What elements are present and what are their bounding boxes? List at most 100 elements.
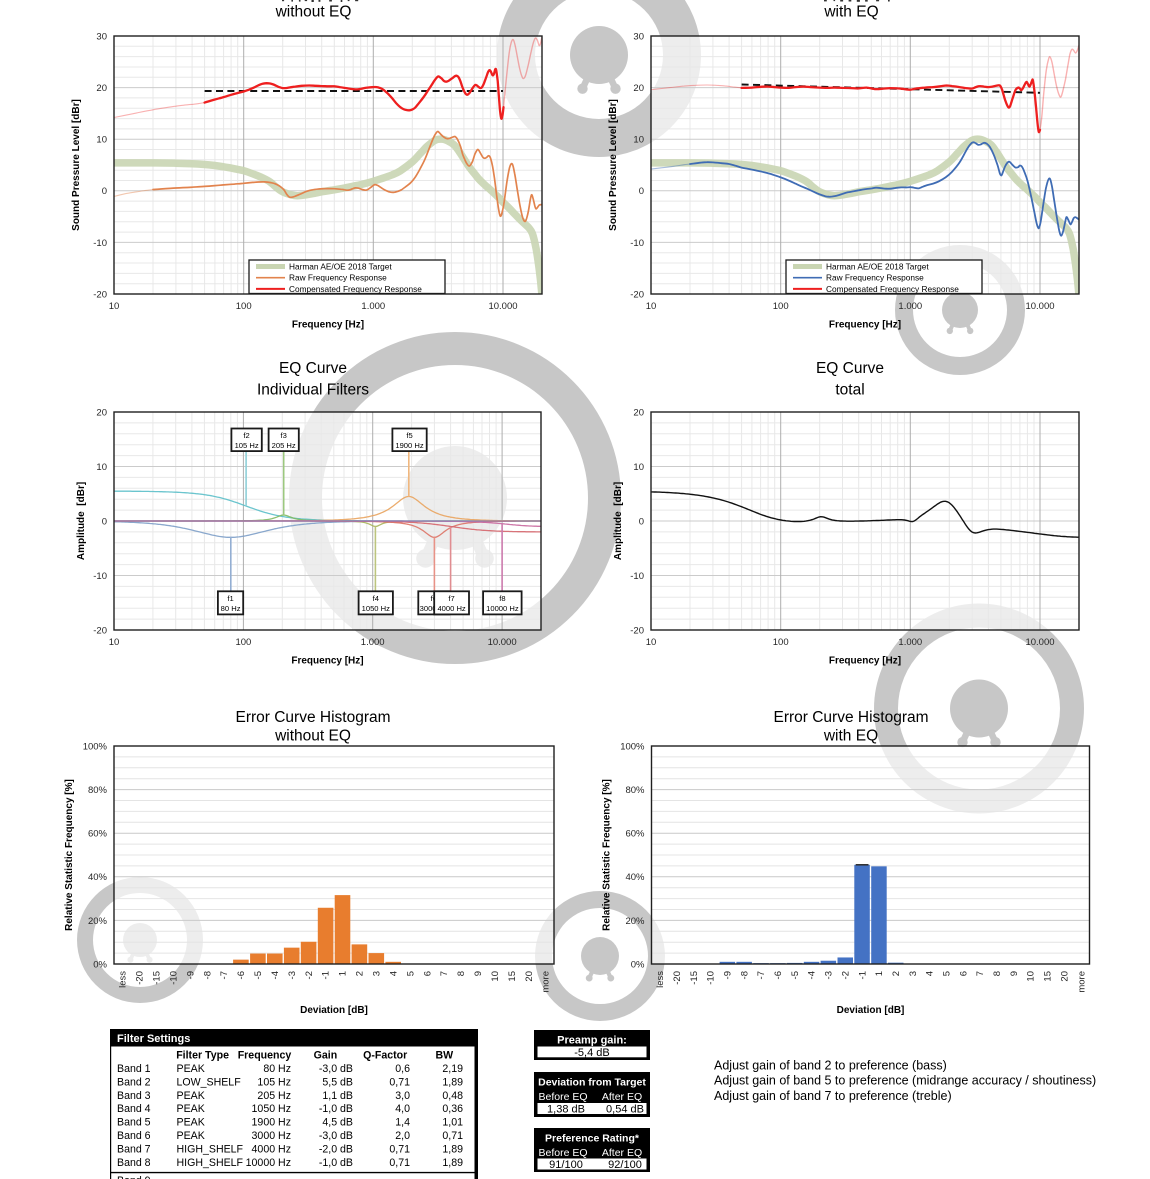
svg-text:Compensated Frequency Response: Compensated Frequency Response [289, 284, 422, 294]
svg-text:105 Hz: 105 Hz [257, 1076, 291, 1088]
svg-text:f5: f5 [406, 431, 412, 440]
svg-text:9: 9 [1009, 971, 1020, 976]
svg-text:Deviation [dB]: Deviation [dB] [300, 1005, 368, 1016]
svg-text:15: 15 [1043, 971, 1054, 982]
svg-text:1,01: 1,01 [442, 1117, 463, 1129]
svg-text:EQ Curve: EQ Curve [279, 360, 347, 377]
svg-text:4000 Hz: 4000 Hz [252, 1143, 291, 1155]
svg-text:Preamp gain:: Preamp gain: [557, 1035, 627, 1047]
svg-text:Band 1: Band 1 [117, 1063, 151, 1075]
svg-text:10: 10 [96, 135, 107, 146]
svg-text:PEAK: PEAK [177, 1090, 205, 1102]
svg-text:-3,0 dB: -3,0 dB [319, 1063, 353, 1075]
svg-text:2,19: 2,19 [442, 1063, 463, 1075]
svg-text:Band 7: Band 7 [117, 1143, 151, 1155]
svg-text:Band 8: Band 8 [117, 1157, 151, 1169]
svg-text:Band 5: Band 5 [117, 1117, 151, 1129]
svg-text:without EQ: without EQ [275, 4, 352, 21]
svg-text:6: 6 [958, 971, 969, 976]
svg-text:20: 20 [96, 407, 107, 418]
svg-text:Band 6: Band 6 [117, 1130, 151, 1142]
svg-text:3000 Hz: 3000 Hz [252, 1130, 291, 1142]
svg-text:Error Curve Histogram: Error Curve Histogram [235, 709, 390, 726]
svg-text:-15: -15 [152, 971, 163, 985]
svg-text:Band 9: Band 9 [117, 1175, 151, 1179]
svg-text:-7: -7 [756, 971, 767, 979]
svg-text:-15: -15 [689, 971, 700, 985]
svg-text:-6: -6 [236, 971, 247, 979]
svg-text:0,36: 0,36 [442, 1103, 463, 1115]
svg-text:PEAK: PEAK [177, 1103, 205, 1115]
svg-text:7: 7 [439, 971, 450, 976]
svg-text:-8: -8 [202, 971, 213, 979]
svg-text:-3: -3 [824, 971, 835, 979]
svg-text:1.000: 1.000 [898, 637, 922, 648]
svg-text:-1,0 dB: -1,0 dB [319, 1103, 353, 1115]
svg-text:10: 10 [1026, 971, 1037, 982]
svg-text:10: 10 [109, 301, 120, 312]
svg-text:91/100: 91/100 [549, 1159, 583, 1171]
svg-text:20: 20 [633, 83, 644, 94]
svg-text:Band 4: Band 4 [117, 1103, 151, 1115]
svg-text:0: 0 [102, 186, 107, 197]
svg-text:20: 20 [1059, 971, 1070, 982]
svg-text:f2: f2 [243, 431, 249, 440]
svg-text:-20: -20 [135, 971, 146, 985]
svg-text:less: less [655, 971, 666, 988]
svg-text:Raw Frequency Response: Raw Frequency Response [826, 273, 924, 283]
svg-text:100%: 100% [620, 741, 645, 752]
svg-text:205 Hz: 205 Hz [272, 441, 296, 450]
svg-text:80 Hz: 80 Hz [221, 604, 241, 613]
svg-text:3,0: 3,0 [395, 1090, 410, 1102]
svg-text:-9: -9 [185, 971, 196, 979]
svg-text:PEAK: PEAK [177, 1063, 205, 1075]
svg-text:without EQ: without EQ [274, 728, 351, 745]
svg-text:-5: -5 [253, 971, 264, 979]
svg-text:1: 1 [338, 971, 349, 976]
svg-text:f4: f4 [373, 594, 379, 603]
svg-text:40%: 40% [88, 872, 108, 883]
svg-text:less: less [118, 971, 129, 988]
svg-text:-1,0 dB: -1,0 dB [319, 1157, 353, 1169]
svg-text:HIGH_SHELF: HIGH_SHELF [177, 1157, 244, 1169]
svg-text:4: 4 [388, 971, 399, 976]
svg-text:92/100: 92/100 [608, 1159, 642, 1171]
svg-text:60%: 60% [625, 829, 645, 840]
svg-text:-1: -1 [321, 971, 332, 979]
svg-text:Deviation [dB]: Deviation [dB] [837, 1005, 905, 1016]
svg-text:Before EQ: Before EQ [538, 1147, 587, 1159]
svg-text:4,5 dB: 4,5 dB [322, 1117, 353, 1129]
svg-text:Filter Settings: Filter Settings [117, 1033, 190, 1045]
svg-text:10.000: 10.000 [1025, 637, 1054, 648]
svg-text:8: 8 [456, 971, 467, 976]
svg-text:4: 4 [925, 971, 936, 976]
svg-text:-10: -10 [93, 571, 107, 582]
svg-text:20: 20 [524, 971, 535, 982]
svg-text:100: 100 [773, 637, 789, 648]
svg-text:Before EQ: Before EQ [538, 1091, 587, 1103]
svg-text:10: 10 [109, 637, 120, 648]
svg-text:1: 1 [874, 971, 885, 976]
svg-text:10.000: 10.000 [1025, 301, 1054, 312]
svg-text:After EQ: After EQ [602, 1147, 642, 1159]
svg-text:-8: -8 [739, 971, 750, 979]
svg-text:20: 20 [96, 83, 107, 94]
svg-text:Deviation from Target: Deviation from Target [538, 1077, 646, 1089]
svg-text:Adjust gain of band 7 to prefe: Adjust gain of band 7 to preference (tre… [714, 1089, 952, 1103]
svg-text:-20: -20 [630, 625, 644, 636]
svg-text:-3,0 dB: -3,0 dB [319, 1130, 353, 1142]
svg-text:1,89: 1,89 [442, 1143, 463, 1155]
svg-text:1,4: 1,4 [395, 1117, 410, 1129]
svg-text:total: total [835, 382, 864, 399]
svg-text:PEAK: PEAK [177, 1130, 205, 1142]
svg-text:more: more [1076, 971, 1087, 993]
svg-text:5: 5 [942, 971, 953, 976]
svg-text:3: 3 [372, 971, 383, 976]
svg-text:-9: -9 [723, 971, 734, 979]
svg-text:Filter Type: Filter Type [176, 1050, 229, 1062]
svg-text:1,89: 1,89 [442, 1157, 463, 1169]
svg-text:-2: -2 [304, 971, 315, 979]
svg-text:2,0: 2,0 [395, 1130, 410, 1142]
svg-text:5,5 dB: 5,5 dB [322, 1076, 353, 1088]
svg-text:-2,0 dB: -2,0 dB [319, 1143, 353, 1155]
